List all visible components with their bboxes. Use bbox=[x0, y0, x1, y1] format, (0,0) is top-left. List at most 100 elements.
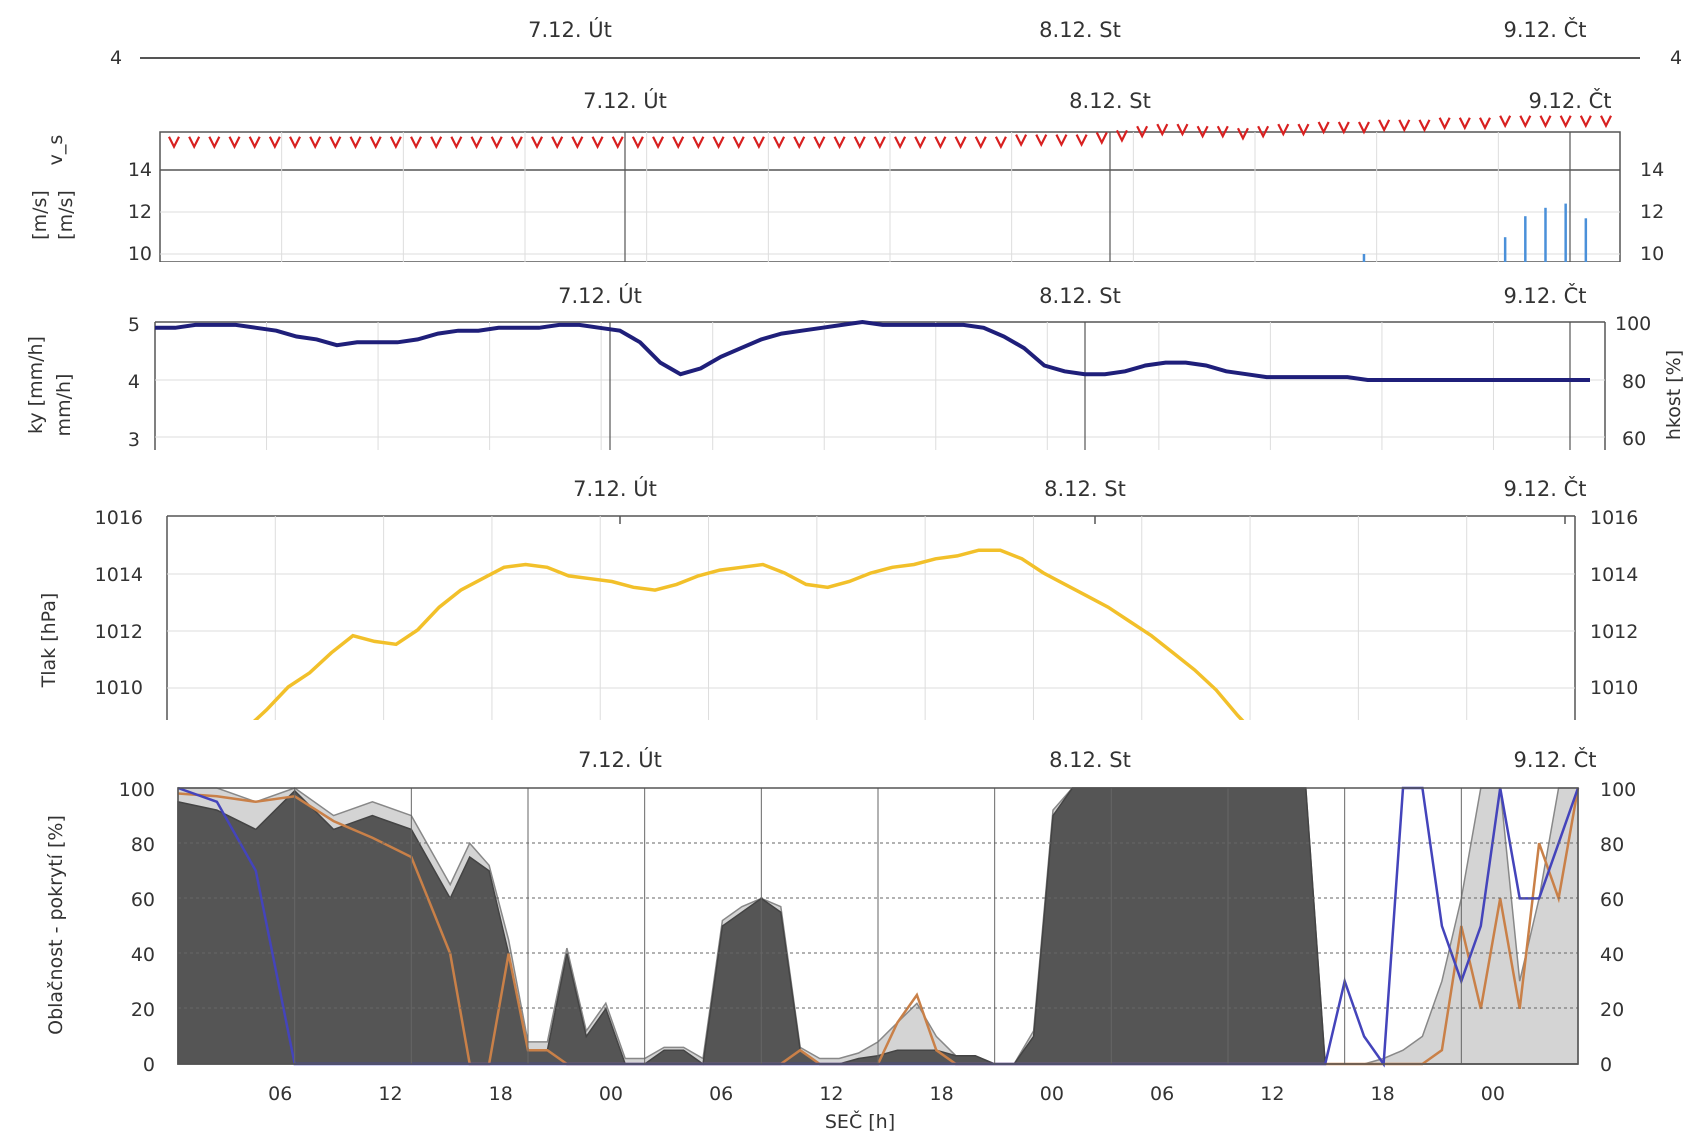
wind-marker bbox=[994, 136, 1007, 150]
wind-marker bbox=[1499, 115, 1512, 129]
wind-marker bbox=[1519, 115, 1532, 129]
humidity-date-1: 7.12. Út bbox=[558, 283, 642, 308]
humidity-panel: 7.12. Út 8.12. St 9.12. Čt 5 4 3 100 80 … bbox=[0, 262, 1697, 452]
wind-ytick-12-right: 12 bbox=[1640, 201, 1664, 223]
wind-marker bbox=[853, 136, 866, 150]
humidity-date-2: 8.12. St bbox=[1039, 284, 1121, 308]
cloud-xtick-label: 00 bbox=[599, 1083, 623, 1105]
wind-marker bbox=[752, 136, 765, 150]
wind-ytick-10: 10 bbox=[128, 243, 152, 265]
wind-marker bbox=[1236, 127, 1249, 141]
cloud-ytick-100: 100 bbox=[119, 779, 155, 801]
cloud-ytick-20: 20 bbox=[131, 999, 155, 1021]
top-right-tick: 4 bbox=[1670, 47, 1682, 69]
wind-marker bbox=[571, 136, 584, 150]
wind-marker bbox=[1559, 115, 1572, 129]
wind-marker bbox=[1055, 134, 1068, 148]
wind-marker bbox=[289, 136, 301, 150]
cloud-ytick-80: 80 bbox=[131, 834, 155, 856]
cloud-plot-frame bbox=[177, 787, 1579, 1065]
cloud-ytick-40: 40 bbox=[131, 944, 155, 966]
cloud-ylabel: Oblačnost - pokrytí [%] bbox=[45, 815, 67, 1035]
hum-rtick-100: 100 bbox=[1615, 313, 1651, 335]
wind-date-1: 7.12. Út bbox=[583, 88, 667, 113]
humidity-line bbox=[155, 319, 1590, 382]
wind-marker bbox=[1035, 134, 1048, 148]
wind-marker bbox=[369, 136, 382, 150]
cloud-xticks: 06 12 18 00 06 12 18 00 06 12 18 00 bbox=[268, 1083, 1505, 1105]
wind-panel: 7.12. Út 8.12. St 9.12. Čt 14 12 10 14 1… bbox=[29, 88, 1664, 265]
cloud-ytick-60: 60 bbox=[131, 889, 155, 911]
wind-marker bbox=[551, 136, 564, 150]
wind-marker bbox=[1115, 129, 1128, 143]
wind-marker bbox=[349, 136, 362, 150]
cloud-xlabel: SEČ [h] bbox=[825, 1109, 895, 1133]
wind-marker bbox=[1458, 117, 1471, 131]
wind-marker bbox=[1418, 119, 1431, 133]
humidity-bg bbox=[0, 262, 1697, 452]
wind-marker bbox=[268, 136, 281, 150]
cloud-xtick-label: 00 bbox=[1481, 1083, 1505, 1105]
pressure-line bbox=[243, 548, 1368, 780]
top-date-1: 7.12. Út bbox=[528, 17, 612, 42]
cloud-xtick-label: 18 bbox=[1371, 1083, 1395, 1105]
wind-marker bbox=[974, 136, 987, 150]
wind-marker bbox=[1015, 134, 1028, 148]
wind-marker bbox=[389, 136, 402, 150]
hum-rtick-80: 80 bbox=[1622, 371, 1646, 393]
cloud-rtick-0: 0 bbox=[1600, 1054, 1612, 1076]
wind-marker bbox=[873, 136, 886, 150]
humidity-date-3: 9.12. Čt bbox=[1503, 283, 1586, 308]
humidity-ylabel-right: hkost [%] bbox=[1663, 350, 1685, 440]
pressure-gridlines bbox=[167, 516, 1575, 720]
wind-marker bbox=[1600, 115, 1612, 129]
wind-ylabel-b: [m/s] bbox=[55, 190, 77, 240]
pressure-bg bbox=[0, 452, 1697, 720]
wind-marker bbox=[1257, 125, 1270, 139]
wind-marker bbox=[168, 136, 180, 150]
pressure-date-2: 8.12. St bbox=[1044, 477, 1126, 501]
cloud-xtick-label: 12 bbox=[378, 1083, 402, 1105]
wind-marker bbox=[692, 136, 705, 150]
wind-marker bbox=[1317, 121, 1330, 135]
cloud-xtick-label: 18 bbox=[930, 1083, 954, 1105]
wind-ytick-10-right: 10 bbox=[1640, 243, 1664, 265]
cloud-xtick-label: 00 bbox=[1040, 1083, 1064, 1105]
wind-marker bbox=[248, 136, 261, 150]
wind-marker bbox=[208, 136, 221, 150]
cloud-rtick-100: 100 bbox=[1600, 779, 1636, 801]
wind-marker bbox=[1095, 132, 1108, 145]
cloud-xtick-label: 06 bbox=[268, 1083, 292, 1105]
pressure-date-1: 7.12. Út bbox=[573, 476, 657, 501]
wind-marker bbox=[1378, 119, 1391, 133]
wind-marker bbox=[531, 136, 544, 150]
cloud-date-2: 8.12. St bbox=[1049, 748, 1131, 772]
wind-marker bbox=[732, 136, 745, 150]
cloud-rtick-40: 40 bbox=[1600, 944, 1624, 966]
wind-marker bbox=[228, 136, 241, 150]
wind-marker bbox=[1479, 117, 1491, 131]
wind-marker bbox=[712, 136, 725, 150]
wind-ytick-14: 14 bbox=[128, 159, 152, 181]
wind-marker bbox=[1075, 134, 1088, 148]
wind-marker bbox=[773, 136, 786, 150]
humidity-ylabel-left-b: mm/h] bbox=[53, 374, 75, 437]
hum-rtick-60: 60 bbox=[1622, 428, 1646, 450]
cloud-xtick-label: 12 bbox=[819, 1083, 843, 1105]
wind-marker bbox=[1216, 125, 1229, 139]
pres-ytick-1012: 1012 bbox=[95, 621, 143, 643]
pres-rtick-1014: 1014 bbox=[1590, 564, 1638, 586]
wind-marker bbox=[934, 136, 947, 150]
wind-ytick-14-right: 14 bbox=[1640, 159, 1664, 181]
wind-marker bbox=[672, 136, 685, 150]
wind-marker bbox=[1539, 115, 1552, 129]
wind-marker bbox=[833, 136, 846, 150]
wind-marker bbox=[410, 136, 423, 150]
wind-gridlines bbox=[160, 132, 1620, 262]
wind-marker bbox=[793, 136, 806, 150]
wind-marker bbox=[430, 136, 443, 150]
wind-marker bbox=[1297, 123, 1310, 137]
hum-ytick-5: 5 bbox=[128, 314, 140, 336]
wind-marker bbox=[1438, 117, 1451, 131]
wind-ytick-12: 12 bbox=[128, 201, 152, 223]
